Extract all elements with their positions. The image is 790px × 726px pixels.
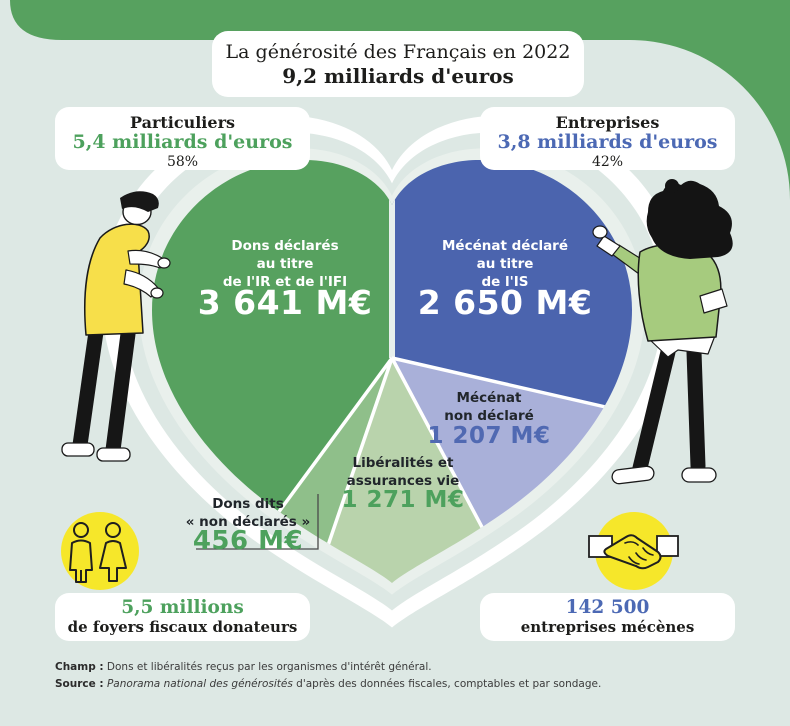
segment-amount-mecenat-non-declare: 1 207 M€ [427,423,551,449]
footer-notes: Champ : Dons et libéralités reçus par le… [55,659,615,693]
man-illustration [61,191,171,462]
companies-label: entreprises mécènes [520,618,695,637]
footer-champ: Champ : Dons et libéralités reçus par le… [55,659,615,676]
entreprises-share: 42% [591,154,624,171]
footer-source-label: Source : [55,677,104,690]
footer-source-italic: Panorama national des générosités [103,677,293,690]
particuliers-share: 58% [166,154,199,171]
handshake-icon [588,512,679,590]
entreprises-card: Entreprises 3,8 milliards d'euros 42% [480,107,735,170]
segment-label-liberalites: Libéralités et assurances vie [346,455,460,489]
donors-value: 5,5 millions [121,597,244,618]
companies-stat-card: 142 500 entreprises mécènes [480,593,735,641]
donors-stat-card: 5,5 millions de foyers fiscaux donateurs [55,593,310,641]
segment-label-dons-non-declares: Dons dits « non déclarés » [185,496,311,530]
segment-label-dons-declares: Dons déclarés au titre de l'IR et de l'I… [222,238,348,290]
companies-value: 142 500 [565,597,650,618]
footer-source-text: d'après des données fiscales, comptables… [292,677,602,690]
segment-label-mecenat-non-declare: Mécénat non déclaré [444,390,534,424]
title-card: La générosité des Français en 2022 9,2 m… [212,31,584,97]
footer-champ-label: Champ : [55,661,104,673]
callout-line-dons-non-declares [196,494,319,550]
segment-amount-dons-non-declares: 456 M€ [192,526,304,556]
segment-amount-liberalites: 1 271 M€ [341,487,465,513]
segment-amount-dons-declares: 3 641 M€ [197,283,373,322]
segment-amount-mecenat-declare: 2 650 M€ [417,283,593,322]
segment-dons-declares [152,160,392,583]
entreprises-name: Entreprises [555,113,660,132]
particuliers-amount: 5,4 milliards d'euros [72,131,293,154]
page-title: La générosité des Français en 2022 [225,41,571,63]
page-subtitle-total: 9,2 milliards d'euros [282,63,514,88]
footer-champ-text: Dons et libéralités reçus par les organi… [103,661,432,673]
footer-source: Source : Panorama national des générosit… [55,676,615,693]
segment-label-mecenat-declare: Mécénat déclaré au titre de l'IS [442,238,568,290]
segment-mecenat-declare [392,160,632,459]
donors-icon [61,512,139,590]
woman-illustration [592,179,733,485]
particuliers-card: Particuliers 5,4 milliards d'euros 58% [55,107,310,170]
entreprises-amount: 3,8 milliards d'euros [497,131,718,154]
particuliers-name: Particuliers [129,113,235,132]
donors-label: de foyers fiscaux donateurs [67,618,298,637]
